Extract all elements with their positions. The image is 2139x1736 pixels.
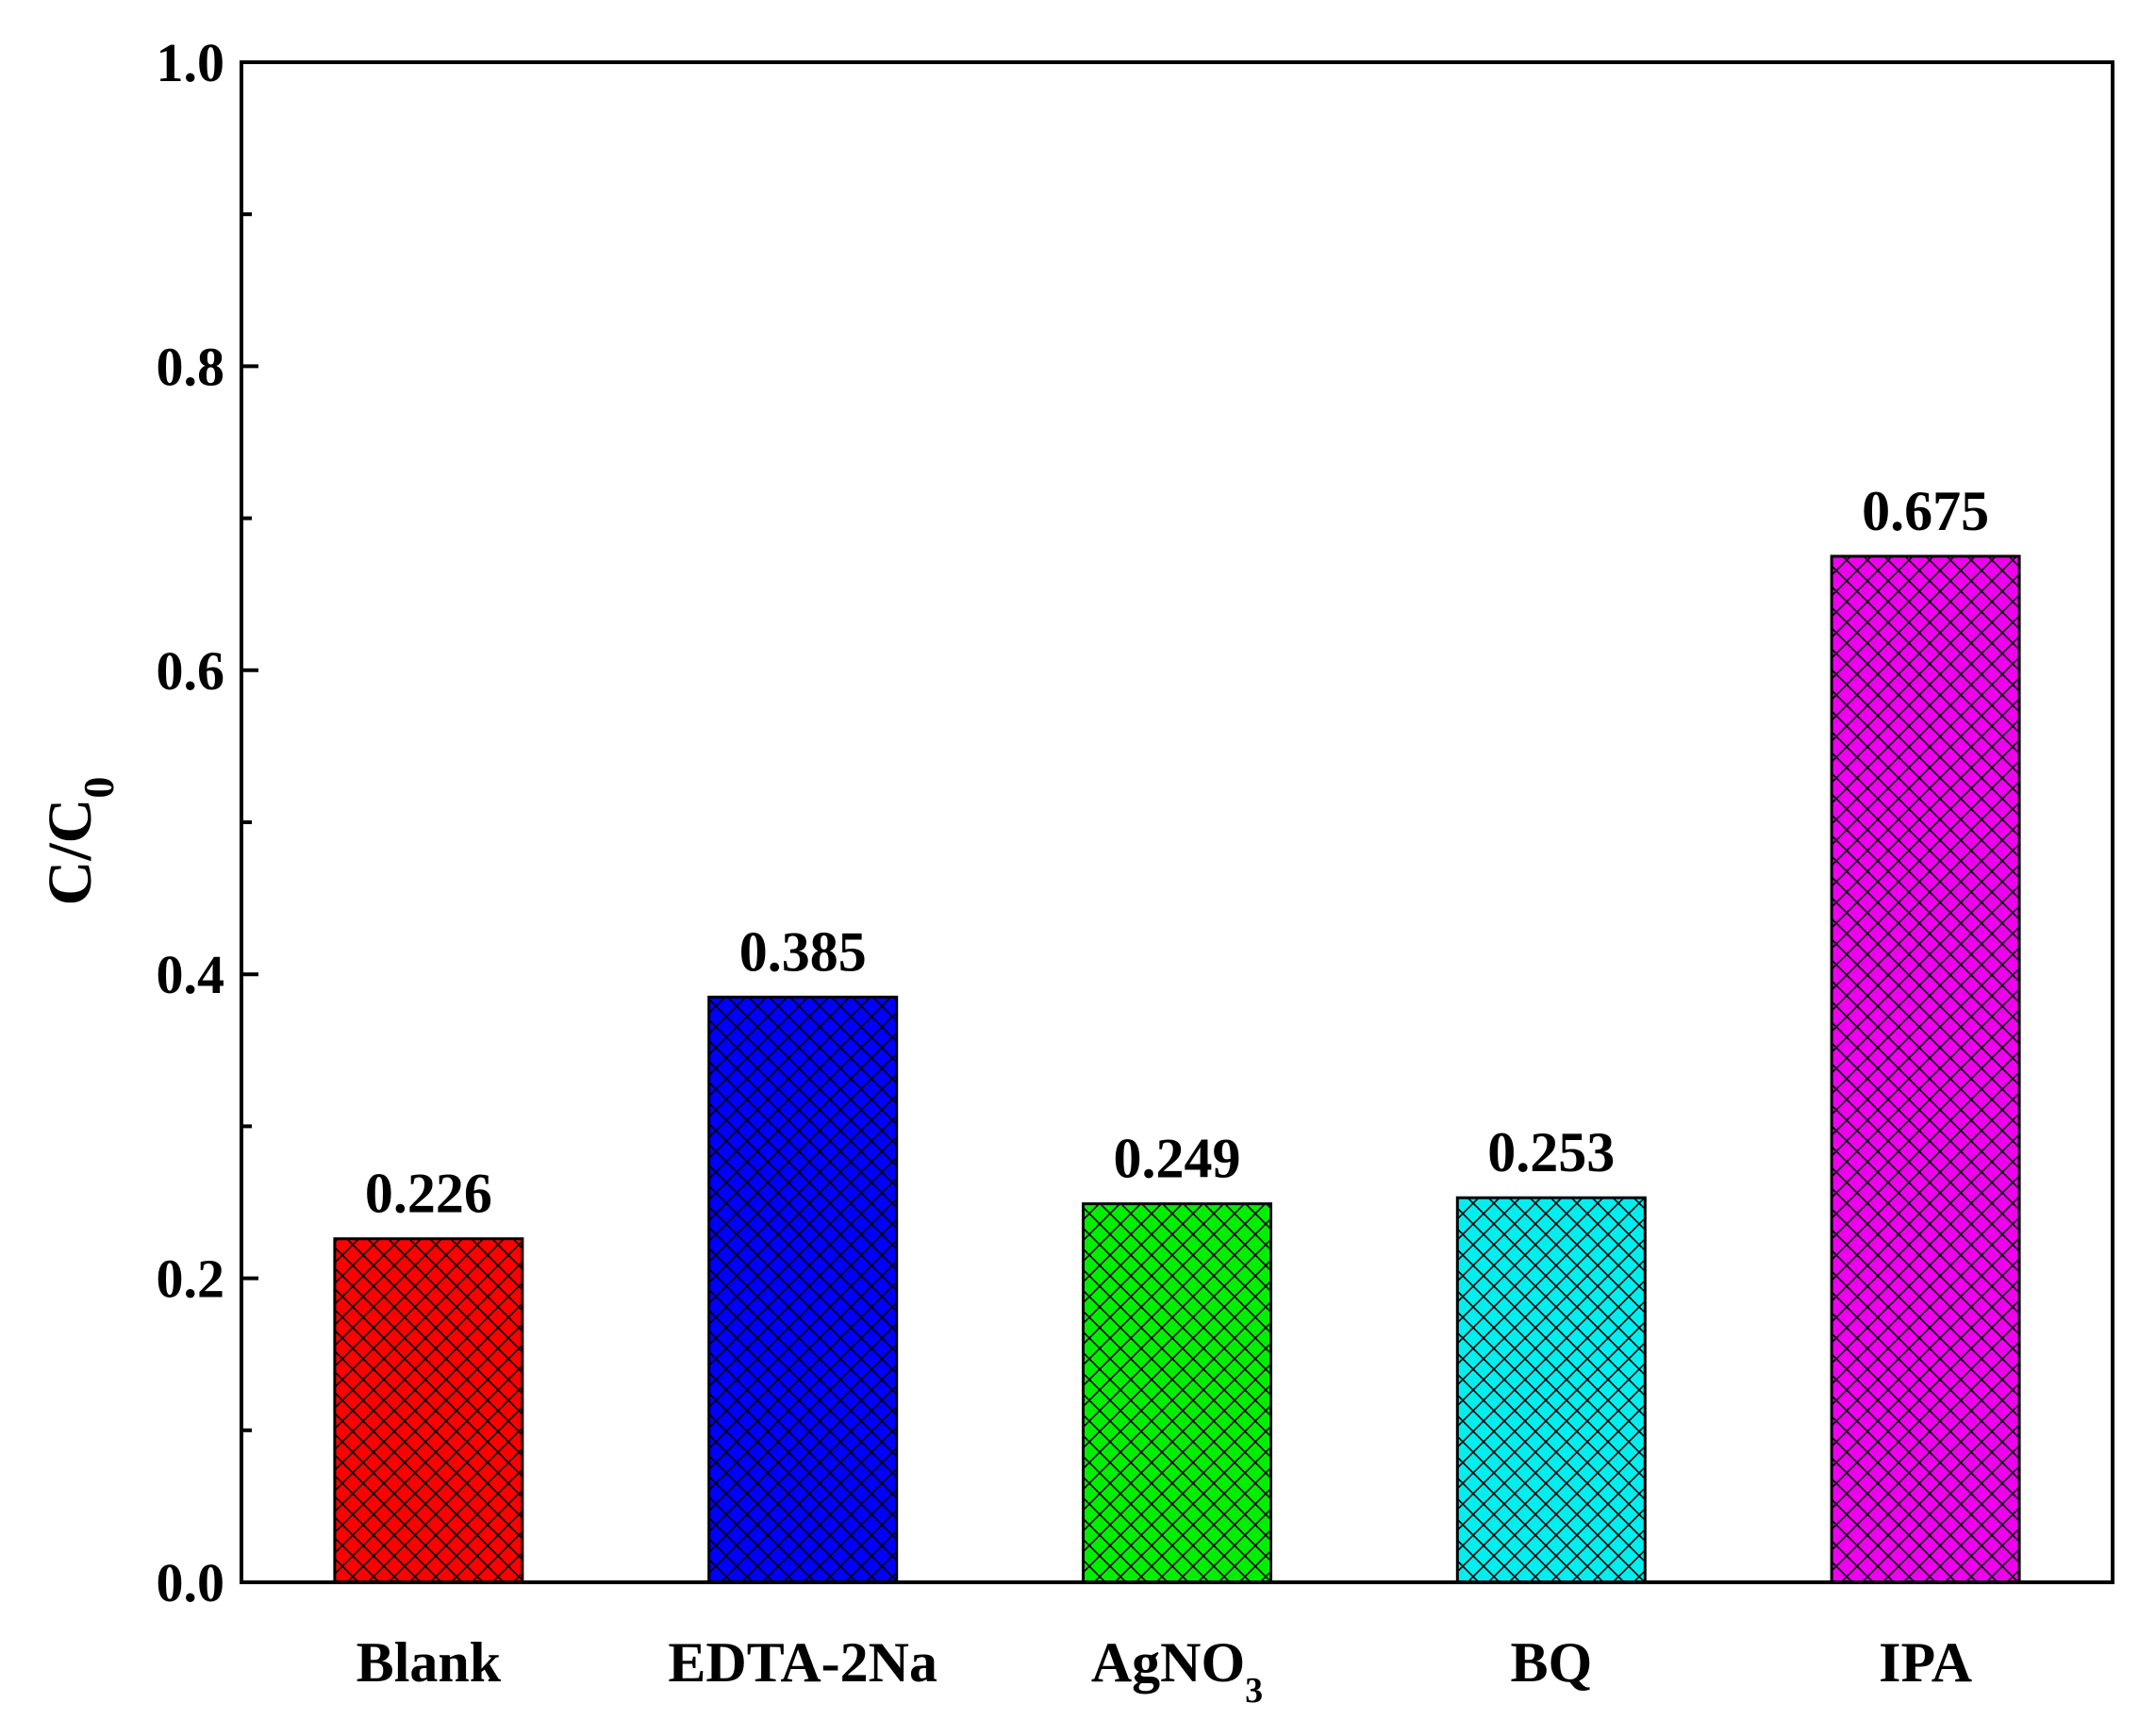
value-label: 0.249 bbox=[1114, 1128, 1241, 1190]
y-tick-label: 0.0 bbox=[157, 1552, 225, 1613]
bar-edta-2na bbox=[707, 995, 899, 1584]
x-tick-labels: Blank EDTA-2Na AgNO3 BQ IPA bbox=[356, 1631, 1972, 1711]
x-tick-label: Blank bbox=[356, 1631, 502, 1694]
y-axis-title: C/C0 bbox=[36, 777, 123, 906]
value-label: 0.253 bbox=[1487, 1121, 1615, 1183]
y-tick-label: 0.6 bbox=[157, 640, 225, 702]
y-tick-label: 0.4 bbox=[157, 944, 225, 1005]
value-labels-layer: 0.226 0.385 0.249 0.253 0.675 bbox=[365, 480, 1989, 1225]
y-axis-label: C/C0 bbox=[36, 777, 123, 906]
value-label: 0.385 bbox=[739, 920, 867, 983]
x-tick-label: AgNO3 bbox=[1091, 1631, 1263, 1711]
axes-layer bbox=[240, 60, 2114, 1584]
x-tick-label: BQ bbox=[1510, 1631, 1592, 1694]
bar-bq bbox=[1455, 1196, 1647, 1584]
value-label: 0.226 bbox=[365, 1163, 492, 1225]
x-tick-label: IPA bbox=[1879, 1631, 1972, 1694]
value-label: 0.675 bbox=[1862, 480, 1989, 542]
bar-blank bbox=[333, 1237, 524, 1584]
y-tick-label: 0.8 bbox=[157, 336, 225, 397]
x-tick-label: EDTA-2Na bbox=[668, 1631, 937, 1694]
bars-layer bbox=[333, 554, 2021, 1584]
bar-ipa bbox=[1830, 554, 2021, 1584]
y-tick-label: 1.0 bbox=[157, 32, 225, 93]
bar-agno3 bbox=[1082, 1202, 1272, 1584]
y-tick-labels: 0.0 0.2 0.4 0.6 0.8 1.0 bbox=[157, 32, 225, 1613]
y-tick-label: 0.2 bbox=[157, 1248, 225, 1310]
